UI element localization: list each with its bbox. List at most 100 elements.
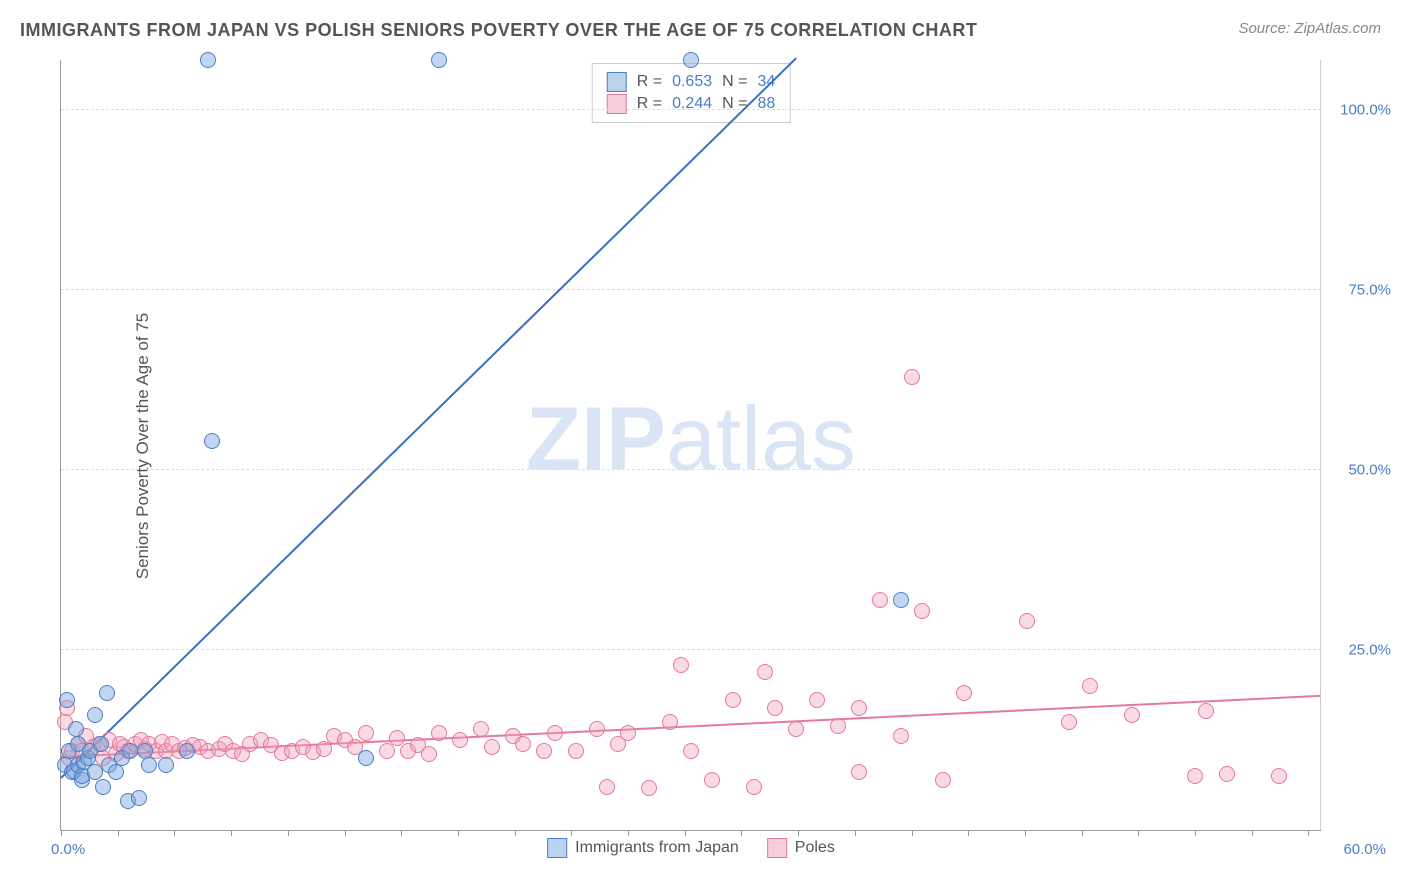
y-tick-label: 25.0% <box>1331 642 1391 659</box>
data-point-series1 <box>200 52 216 68</box>
legend-item-series2: Poles <box>767 838 835 858</box>
data-point-series2 <box>809 692 825 708</box>
data-point-series2 <box>1124 707 1140 723</box>
data-point-series1 <box>431 52 447 68</box>
y-tick-label: 100.0% <box>1331 102 1391 119</box>
data-point-series1 <box>158 757 174 773</box>
chart-title: IMMIGRANTS FROM JAPAN VS POLISH SENIORS … <box>20 20 977 41</box>
data-point-series2 <box>851 700 867 716</box>
data-point-series2 <box>1187 768 1203 784</box>
data-point-series1 <box>87 764 103 780</box>
x-tick <box>61 830 62 836</box>
x-axis-origin-label: 0.0% <box>51 841 85 858</box>
gridline <box>61 109 1321 110</box>
data-point-series2 <box>683 743 699 759</box>
x-tick <box>912 830 913 836</box>
x-tick <box>685 830 686 836</box>
data-point-series2 <box>767 700 783 716</box>
data-point-series2 <box>536 743 552 759</box>
gridline <box>61 289 1321 290</box>
plot-right-border <box>1320 60 1321 830</box>
x-tick <box>515 830 516 836</box>
data-point-series2 <box>589 721 605 737</box>
x-axis-max-label: 60.0% <box>1343 841 1386 858</box>
data-point-series2 <box>484 739 500 755</box>
x-tick <box>741 830 742 836</box>
r-label: R = <box>637 73 662 91</box>
data-point-series2 <box>452 732 468 748</box>
x-tick <box>345 830 346 836</box>
data-point-series1 <box>204 433 220 449</box>
scatter-plot-area: ZIPatlas R = 0.653 N = 34 R = 0.244 N = … <box>60 60 1321 831</box>
legend-swatch-blue <box>547 838 567 858</box>
x-tick <box>1252 830 1253 836</box>
data-point-series2 <box>746 779 762 795</box>
data-point-series2 <box>316 741 332 757</box>
x-tick <box>231 830 232 836</box>
legend-swatch-pink <box>767 838 787 858</box>
x-tick <box>1082 830 1083 836</box>
data-point-series2 <box>620 725 636 741</box>
data-point-series2 <box>568 743 584 759</box>
data-point-series2 <box>893 728 909 744</box>
data-point-series1 <box>87 707 103 723</box>
source-attribution: Source: ZipAtlas.com <box>1238 20 1381 37</box>
data-point-series2 <box>1019 613 1035 629</box>
data-point-series1 <box>358 750 374 766</box>
data-point-series1 <box>131 790 147 806</box>
x-tick <box>458 830 459 836</box>
x-tick <box>571 830 572 836</box>
data-point-series1 <box>141 757 157 773</box>
x-tick <box>628 830 629 836</box>
data-point-series1 <box>683 52 699 68</box>
data-point-series2 <box>851 764 867 780</box>
data-point-series2 <box>914 603 930 619</box>
x-tick <box>798 830 799 836</box>
data-point-series2 <box>830 718 846 734</box>
data-point-series2 <box>1082 678 1098 694</box>
gridline <box>61 649 1321 650</box>
data-point-series2 <box>431 725 447 741</box>
data-point-series2 <box>935 772 951 788</box>
x-tick <box>968 830 969 836</box>
x-tick <box>1138 830 1139 836</box>
series-legend: Immigrants from Japan Poles <box>547 838 835 858</box>
data-point-series1 <box>99 685 115 701</box>
data-point-series2 <box>956 685 972 701</box>
data-point-series2 <box>1271 768 1287 784</box>
legend-label-series2: Poles <box>795 839 835 857</box>
x-tick <box>1308 830 1309 836</box>
y-tick-label: 50.0% <box>1331 462 1391 479</box>
data-point-series1 <box>95 779 111 795</box>
n-label: N = <box>722 73 747 91</box>
legend-swatch-blue <box>607 72 627 92</box>
gridline <box>61 469 1321 470</box>
x-tick <box>1195 830 1196 836</box>
data-point-series2 <box>704 772 720 788</box>
data-point-series2 <box>757 664 773 680</box>
data-point-series2 <box>358 725 374 741</box>
y-tick-label: 75.0% <box>1331 282 1391 299</box>
x-tick <box>288 830 289 836</box>
data-point-series1 <box>122 743 138 759</box>
data-point-series2 <box>1219 766 1235 782</box>
data-point-series1 <box>108 764 124 780</box>
x-tick <box>401 830 402 836</box>
data-point-series2 <box>725 692 741 708</box>
data-point-series1 <box>59 692 75 708</box>
watermark-light: atlas <box>666 389 856 489</box>
legend-row-series1: R = 0.653 N = 34 <box>607 72 776 92</box>
data-point-series2 <box>788 721 804 737</box>
data-point-series2 <box>473 721 489 737</box>
data-point-series2 <box>1061 714 1077 730</box>
watermark-bold: ZIP <box>526 389 666 489</box>
trendline-series1 <box>60 58 797 779</box>
data-point-series2 <box>904 369 920 385</box>
x-tick <box>174 830 175 836</box>
data-point-series2 <box>421 746 437 762</box>
data-point-series1 <box>893 592 909 608</box>
watermark: ZIPatlas <box>526 388 856 491</box>
data-point-series2 <box>599 779 615 795</box>
data-point-series2 <box>1198 703 1214 719</box>
r-value-series1: 0.653 <box>672 73 712 91</box>
